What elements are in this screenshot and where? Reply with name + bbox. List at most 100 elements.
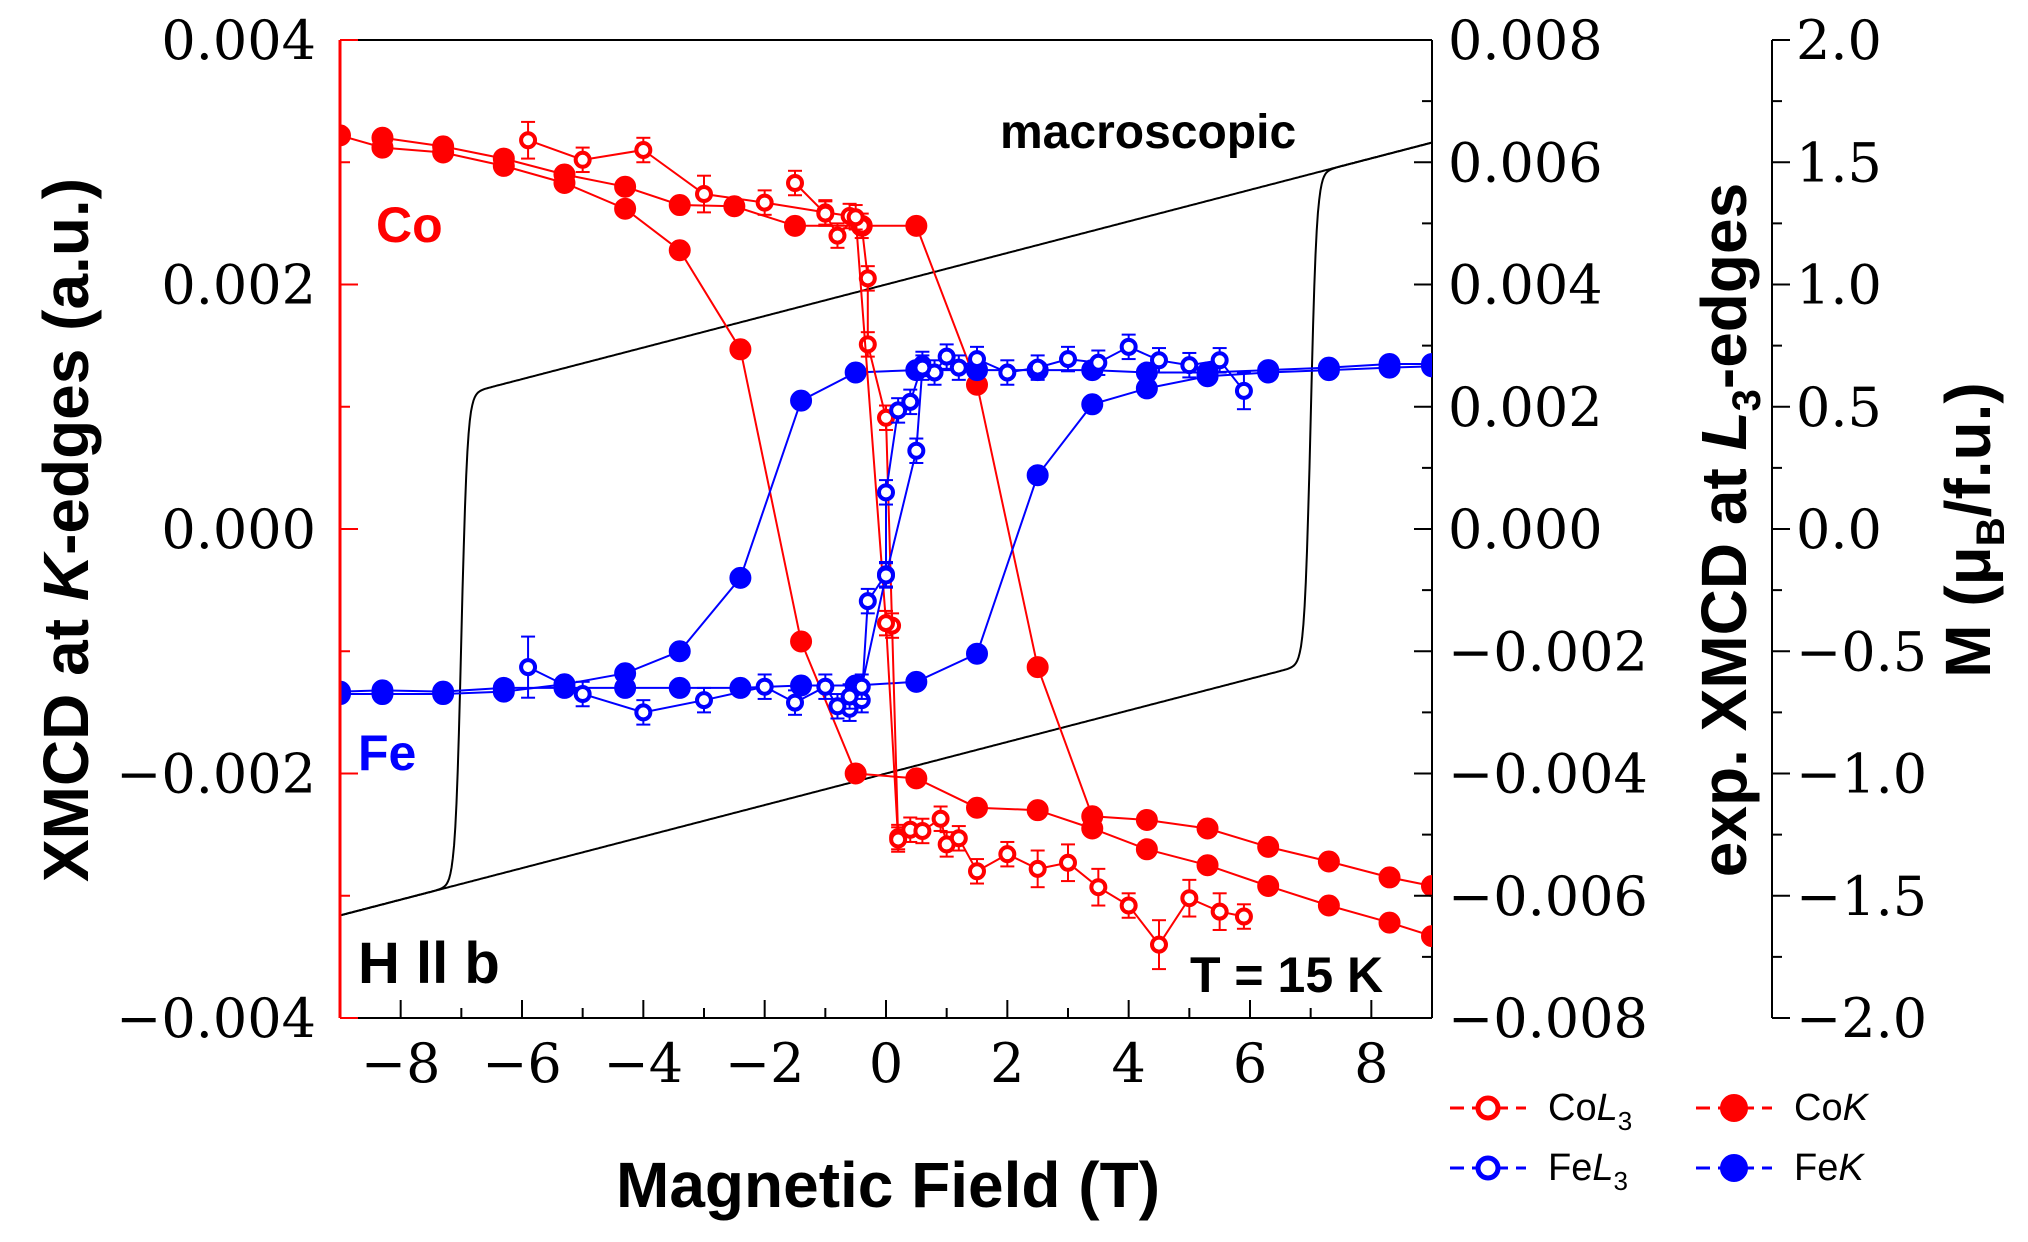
data-point [1421,925,1432,948]
co-label: Co [376,197,443,253]
left-tick-label: −0.002 [116,743,316,806]
data-point [634,141,653,160]
data-point [1026,464,1049,487]
data-point [998,363,1017,382]
data-point [968,350,986,369]
data-point [614,175,637,198]
data-point [877,483,895,502]
data-point [1234,381,1253,400]
data-point [1028,358,1047,377]
data-point [1081,817,1104,840]
data-point [858,335,877,354]
right2-tick-label: 0.5 [1796,376,1882,439]
left-tick-label: 0.004 [161,9,316,72]
right1-axis-title-sub: 3 [1725,389,1769,411]
x-tick-label: −8 [361,1032,441,1095]
left-axis-title-italic: K [30,550,102,601]
data-point [1026,799,1049,822]
data-point [1135,838,1158,861]
right1-tick-label: 0.004 [1448,254,1603,317]
data-point [1150,351,1168,370]
data-point [846,208,865,227]
data-point [1196,817,1219,840]
x-axis-title: Magnetic Field (T) [616,1149,1160,1221]
x-tick-label: 6 [1233,1032,1267,1095]
data-point [1378,911,1401,934]
x-tick-label: −2 [725,1032,805,1095]
data-point [1089,353,1108,372]
legend-co-l3-sub: 3 [1618,1106,1632,1136]
data-point [1210,902,1229,921]
right2-tick-label: −2.0 [1796,987,1927,1050]
data-point [1180,356,1199,375]
data-point [901,392,920,411]
data-point [614,197,637,220]
data-point [1081,393,1104,416]
data-point [937,347,956,366]
data-point [519,658,538,677]
data-point [966,796,988,819]
legend-co-k-element: Co [1794,1087,1843,1129]
left-tick-label: −0.004 [116,987,316,1050]
data-point [371,679,394,702]
data-point [828,226,847,245]
x-tick-label: −4 [604,1032,684,1095]
data-point [858,592,877,611]
right1-tick-label: −0.002 [1448,620,1648,683]
data-point [573,150,592,169]
left-tick-label: 0.002 [161,254,316,317]
left-axis-title: XMCD at K-edges (a.u.) [30,178,102,882]
data-point [877,614,895,633]
x-tick-label: 4 [1111,1032,1145,1095]
data-point [553,172,576,195]
data-point [1378,356,1401,379]
data-point [905,670,928,693]
fe-label: Fe [358,725,416,781]
macroscopic-loop-descending [340,141,1432,917]
x-tick-label: 0 [869,1032,903,1095]
tick-layer: −8 −6 −4 −2 0 2 4 6 8 −0.004 −0.002 0.000 0.002 0.004… [116,9,1927,1095]
data-point [1119,896,1138,915]
data-point [852,677,871,696]
right2-tick-label: 1.5 [1796,131,1882,194]
data-point [1135,377,1158,400]
data-point [1150,935,1168,954]
data-point [1210,351,1229,370]
right1-tick-label: −0.008 [1448,987,1648,1050]
series-line-6 [527,345,1245,714]
data-point [1180,889,1199,908]
field-direction-label: H ll b [358,931,500,996]
right1-tick-label: −0.004 [1448,743,1648,806]
data-point [913,821,932,840]
data-point [1196,365,1219,388]
plot-area [340,120,1432,971]
data-point [889,401,908,420]
right1-tick-label: −0.006 [1448,865,1648,928]
data-point [816,677,835,696]
temperature-label: T = 15 K [1190,947,1383,1003]
series-line-5 [794,182,900,840]
data-point [1257,361,1280,384]
data-point [1119,337,1138,356]
data-point [340,680,351,703]
data-point [786,174,804,193]
right2-axis-title-part2: /f.u.) [1932,382,2004,517]
data-point [858,269,877,288]
legend-co-l3-element: Co [1548,1087,1597,1129]
right2-tick-label: 2.0 [1796,9,1882,72]
legend-fe-k-element: Fe [1794,1147,1838,1189]
data-point [913,358,932,377]
macroscopic-loop-ascending [340,141,1432,917]
legend-entry-fe-k: FeK [1696,1147,1865,1189]
right2-tick-label: −1.0 [1796,743,1927,806]
x-tick-label: −6 [482,1032,562,1095]
data-point [668,640,691,663]
legend-entry-fe-l3: FeL3 [1450,1147,1628,1196]
data-point [998,845,1017,864]
right1-tick-label: 0.008 [1448,9,1603,72]
legend-fe-l3-edge: L [1592,1147,1613,1189]
data-point [755,193,774,212]
right2-axis-title-part1: M ( [1932,585,2004,678]
data-point [1317,894,1340,917]
